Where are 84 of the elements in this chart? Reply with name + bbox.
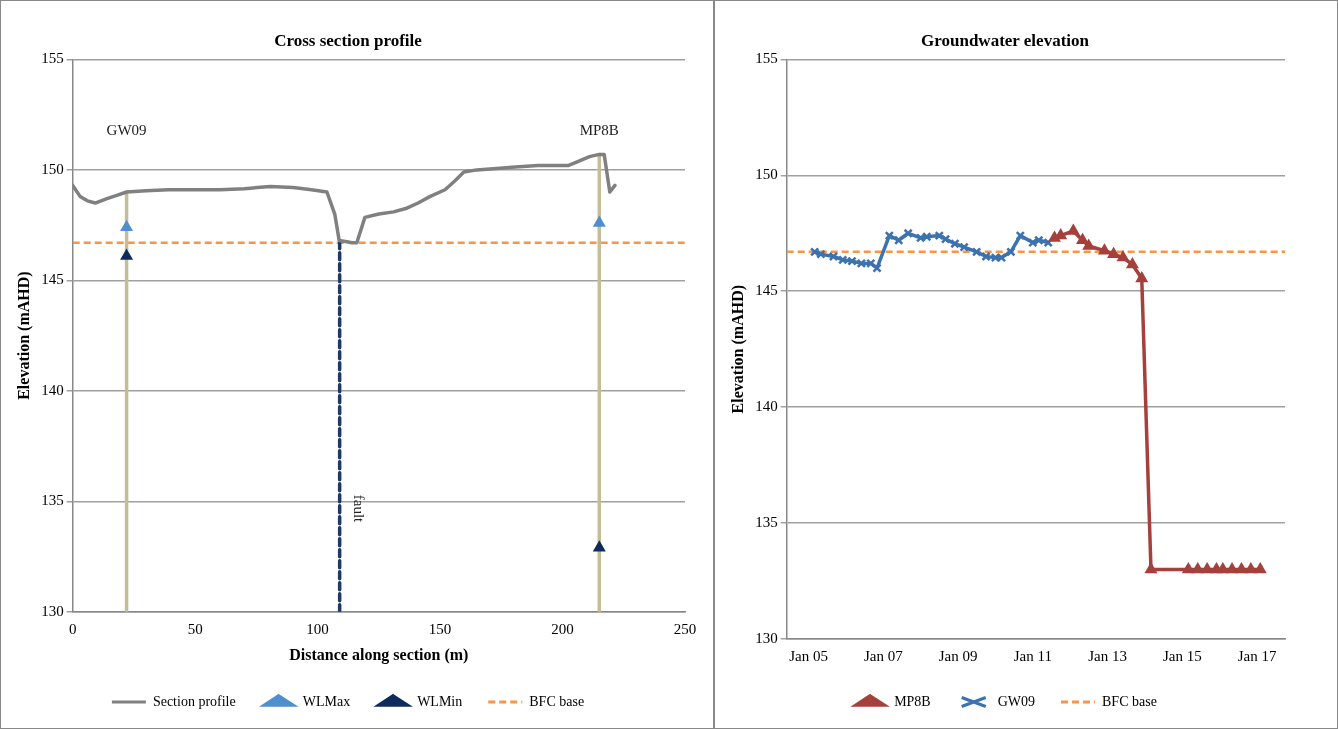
point <box>1076 233 1089 244</box>
chart-title: Groundwater elevation <box>921 30 1090 50</box>
point <box>828 251 839 262</box>
point <box>1201 563 1213 574</box>
point <box>1235 563 1247 574</box>
point <box>1145 563 1157 574</box>
point <box>593 541 605 552</box>
point <box>884 230 895 241</box>
annotation: fault <box>350 494 367 524</box>
point <box>1254 563 1266 574</box>
point <box>1192 563 1204 574</box>
y-tick-label: 135 <box>755 514 778 531</box>
point <box>1034 235 1044 246</box>
point <box>1117 251 1129 262</box>
point <box>1217 563 1229 574</box>
point <box>893 235 904 246</box>
y-tick-label: 130 <box>755 629 778 646</box>
point <box>971 247 982 257</box>
point <box>1108 247 1120 258</box>
point <box>847 256 857 266</box>
y-tick-label: 145 <box>41 271 64 288</box>
x-tick-label: Jan 17 <box>1237 647 1277 664</box>
point <box>981 251 991 262</box>
legend-label: MP8B <box>894 693 931 709</box>
y-tick-label: 155 <box>755 50 778 67</box>
point <box>837 255 848 265</box>
chart-title: Cross section profile <box>274 30 423 50</box>
y-tick-label: 150 <box>755 166 778 183</box>
y-tick-label: 155 <box>41 50 64 67</box>
x-tick-label: 100 <box>306 620 329 637</box>
y-tick-label: 140 <box>755 398 778 415</box>
x-tick-label: Jan 07 <box>863 647 904 664</box>
point <box>1083 239 1095 250</box>
point <box>1126 258 1139 269</box>
x-tick-label: Jan 05 <box>789 647 828 664</box>
x-tick-label: Jan 13 <box>1088 647 1127 664</box>
point <box>1098 244 1110 255</box>
point <box>940 234 951 244</box>
point <box>872 263 882 273</box>
x-tick-label: 0 <box>68 620 77 637</box>
x-tick-label: 50 <box>187 620 203 637</box>
point <box>950 238 960 249</box>
point <box>856 258 867 269</box>
legend-label: GW09 <box>997 693 1036 709</box>
point <box>866 258 876 269</box>
point <box>1067 224 1079 235</box>
legend-label: BFC base <box>1102 693 1157 709</box>
point <box>121 221 133 232</box>
legend-label: WLMax <box>302 693 351 709</box>
x-tick-label: 150 <box>428 620 452 637</box>
x-tick-label: Jan 11 <box>1013 647 1052 664</box>
legend-label: WLMin <box>417 693 463 709</box>
legend-label: BFC base <box>529 693 585 709</box>
y-tick-label: 150 <box>41 160 64 177</box>
y-axis-title: Elevation (mAHD) <box>728 284 747 414</box>
point <box>593 216 605 227</box>
x-tick-label: Jan 09 <box>938 647 978 664</box>
y-tick-label: 145 <box>755 282 778 299</box>
point <box>1027 237 1038 248</box>
point <box>121 249 133 260</box>
y-tick-label: 130 <box>41 602 64 619</box>
point <box>959 242 969 252</box>
point <box>1015 230 1026 241</box>
point <box>903 228 913 239</box>
y-tick-label: 140 <box>41 381 64 398</box>
legend-label: Section profile <box>152 693 236 709</box>
point <box>1006 247 1016 257</box>
point <box>809 247 820 257</box>
point <box>921 231 932 242</box>
y-axis-title: Elevation (mAHD) <box>14 271 33 400</box>
x-tick-label: Jan 15 <box>1162 647 1202 664</box>
point <box>934 230 945 241</box>
point <box>1226 563 1238 574</box>
point <box>1043 237 1054 248</box>
x-tick-label: 250 <box>673 620 697 637</box>
point <box>1136 272 1148 283</box>
x-tick-label: 200 <box>551 620 574 637</box>
x-axis-title: Distance along section (m) <box>289 645 469 664</box>
y-tick-label: 135 <box>41 492 64 509</box>
point <box>1182 563 1194 574</box>
annotation: MP8B <box>579 122 619 139</box>
annotation: GW09 <box>106 122 147 139</box>
point <box>1245 563 1257 574</box>
point <box>915 233 926 243</box>
